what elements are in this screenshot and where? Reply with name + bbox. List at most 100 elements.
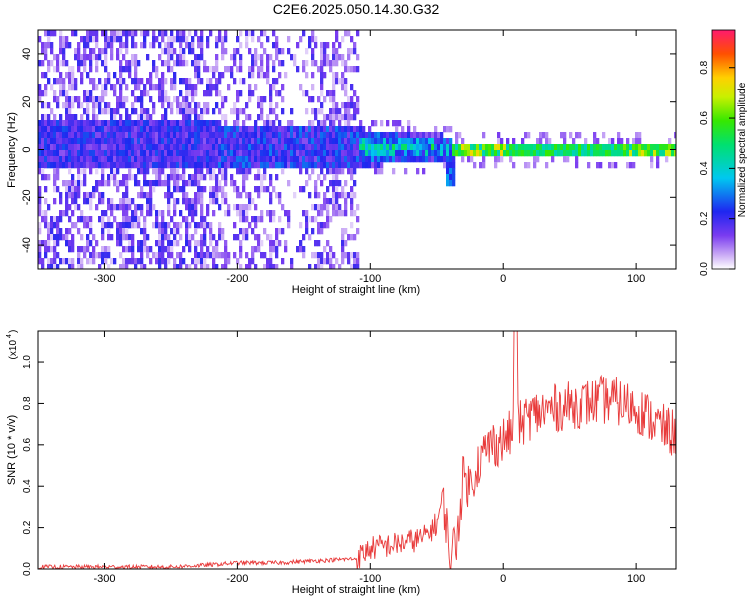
spectrogram-cell — [611, 144, 615, 151]
spectrogram-cell — [338, 192, 342, 199]
spectrogram-cell — [218, 228, 222, 235]
spectrogram-cell — [380, 162, 384, 169]
spectrogram-cell — [233, 120, 237, 127]
spectrogram-cell — [209, 192, 213, 199]
spectrogram-cell — [68, 258, 72, 265]
spectrogram-cell — [431, 132, 435, 139]
spectrogram-cell — [146, 198, 150, 205]
spectrogram-cell — [620, 150, 624, 157]
spectrogram-cell — [125, 36, 129, 43]
spectrogram-cell — [254, 156, 258, 163]
spectrogram-cell — [272, 186, 276, 193]
spectrogram-cell — [134, 204, 138, 211]
spectrogram-cell — [332, 186, 336, 193]
spectrogram-cell — [188, 120, 192, 127]
spectrogram-cell — [386, 120, 390, 127]
spectrogram-cell — [155, 258, 159, 265]
spectrogram-cell — [425, 144, 429, 151]
spectrogram-cell — [320, 204, 324, 211]
spectrogram-cell — [71, 120, 75, 127]
spectrogram-cell — [143, 30, 147, 37]
spectrogram-cell — [269, 234, 273, 241]
spectrogram-cell — [101, 192, 105, 199]
spectrogram-cell — [104, 54, 108, 61]
spectrogram-cell — [242, 204, 246, 211]
spectrogram-cell — [203, 60, 207, 67]
spectrogram-cell — [86, 108, 90, 115]
spectrogram-cell — [251, 252, 255, 259]
spectrogram-cell — [341, 132, 345, 139]
spectrogram-cell — [416, 156, 420, 163]
spectrogram-cell — [86, 126, 90, 133]
spectrogram-cell — [143, 174, 147, 181]
spectrogram-cell — [497, 138, 501, 145]
spectrogram-cell — [215, 156, 219, 163]
spectrogram-cell — [158, 222, 162, 229]
spectrogram-cell — [254, 186, 258, 193]
spectrogram-cell — [275, 228, 279, 235]
spectrogram-cell — [134, 60, 138, 67]
spectrogram-cell — [344, 240, 348, 247]
spectrogram-cell — [53, 120, 57, 127]
spectrogram-cell — [242, 138, 246, 145]
spectrogram-cell — [317, 138, 321, 145]
spectrogram-cell — [242, 216, 246, 223]
spectrogram-cell — [404, 138, 408, 145]
spectrogram-cell — [260, 108, 264, 115]
spectrogram-cell — [443, 126, 447, 133]
spectrogram-cell — [101, 222, 105, 229]
spectrogram-cell — [65, 228, 69, 235]
spectrogram-cell — [179, 78, 183, 85]
spectrogram-cell — [224, 30, 228, 37]
spectrogram-cell — [374, 132, 378, 139]
spectrogram-cell — [185, 198, 189, 205]
spectrogram-cell — [212, 168, 216, 175]
spectrogram-cell — [185, 150, 189, 157]
spectrogram-cell — [266, 186, 270, 193]
spectrogram-cell — [341, 168, 345, 175]
spectrogram-cell — [83, 48, 87, 55]
spectrogram-cell — [473, 162, 477, 169]
spectrogram-cell — [356, 54, 360, 61]
spectrogram-cell — [59, 150, 63, 157]
spectrogram-cell — [182, 174, 186, 181]
spectrogram-cell — [131, 240, 135, 247]
spectrogram-cell — [206, 264, 210, 269]
spectrogram-cell — [356, 138, 360, 145]
spectrogram-cell — [383, 138, 387, 145]
spectrogram-cell — [200, 234, 204, 241]
spectrogram-cell — [248, 264, 252, 269]
spectrogram-cell — [152, 168, 156, 175]
spectrogram-cell — [245, 204, 249, 211]
spectrogram-cell — [164, 180, 168, 187]
spectrogram-cell — [386, 144, 390, 151]
spectrogram-cell — [221, 264, 225, 269]
spectrogram-cell — [131, 54, 135, 61]
spectrogram-cell — [419, 150, 423, 157]
spectrogram-cell — [566, 156, 570, 163]
spectrogram-cell — [443, 162, 447, 169]
spectrogram-cell — [71, 258, 75, 265]
spectrogram-cell — [497, 156, 501, 163]
spectrogram-cell — [383, 132, 387, 139]
spectrogram-cell — [254, 264, 258, 269]
spectrogram-cell — [152, 162, 156, 169]
spectrogram-cell — [443, 156, 447, 163]
spectrogram-cell — [95, 150, 99, 157]
spectrogram-cell — [74, 204, 78, 211]
spectrogram-cell — [527, 162, 531, 169]
spectrogram-cell — [236, 108, 240, 115]
spectrogram-cell — [374, 138, 378, 145]
spectrogram-cell — [164, 192, 168, 199]
spectrogram-cell — [104, 126, 108, 133]
spectrogram-cell — [158, 78, 162, 85]
spectrogram-cell — [272, 156, 276, 163]
colorbar-tick-label: 0.2 — [699, 211, 710, 225]
spectrogram-cell — [209, 234, 213, 241]
spectrogram-cell — [170, 174, 174, 181]
spectrogram-cell — [140, 246, 144, 253]
x-tick-label: -100 — [359, 273, 381, 285]
spectrogram-cell — [251, 156, 255, 163]
spectrogram-cell — [278, 216, 282, 223]
